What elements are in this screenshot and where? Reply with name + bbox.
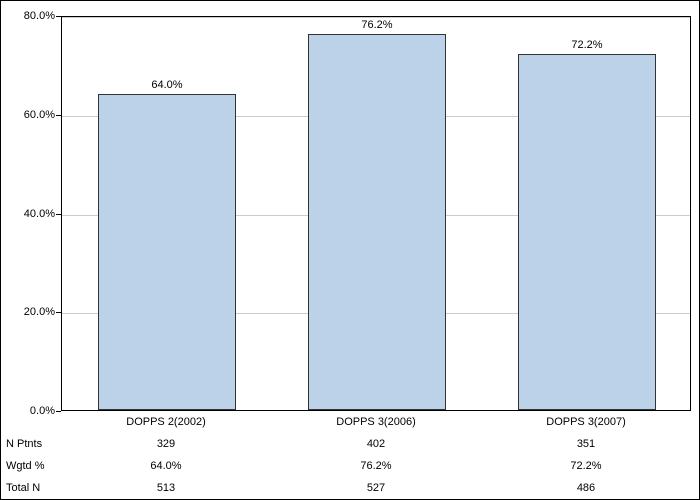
y-tick-label: 60.0% <box>5 109 55 121</box>
row-label: Total N <box>6 482 56 494</box>
y-tick-label: 80.0% <box>5 10 55 22</box>
table-cell: DOPPS 3(2006) <box>271 416 481 428</box>
table-cell: 64.0% <box>61 460 271 472</box>
y-tick-label: 40.0% <box>5 208 55 220</box>
table-cell: 402 <box>271 438 481 450</box>
bar-dopps3-2007: 72.2% <box>518 54 656 411</box>
table-cell: DOPPS 3(2007) <box>481 416 691 428</box>
bar-value-label: 64.0% <box>99 79 235 91</box>
table-cell: 329 <box>61 438 271 450</box>
row-label: Wgtd % <box>6 460 56 472</box>
table-cell: 486 <box>481 482 691 494</box>
table-row-wgtdpct: Wgtd % 64.0% 76.2% 72.2% <box>61 455 691 477</box>
bar-dopps2-2002: 64.0% <box>98 94 236 410</box>
chart-container: 0.0% 20.0% 40.0% 60.0% 80.0% 64.0% 76.2%… <box>0 0 700 500</box>
table-cell: 72.2% <box>481 460 691 472</box>
table-row-totaln: Total N 513 527 486 <box>61 477 691 499</box>
table-cell: 527 <box>271 482 481 494</box>
row-label: N Ptnts <box>6 438 56 450</box>
bar-value-label: 72.2% <box>519 39 655 51</box>
bar-value-label: 76.2% <box>309 19 445 31</box>
data-table: DOPPS 2(2002) DOPPS 3(2006) DOPPS 3(2007… <box>61 411 691 499</box>
table-cell: 76.2% <box>271 460 481 472</box>
bar-dopps3-2006: 76.2% <box>308 34 446 410</box>
y-tick-label: 20.0% <box>5 306 55 318</box>
table-cell: 513 <box>61 482 271 494</box>
table-cell: DOPPS 2(2002) <box>61 416 271 428</box>
table-row-nptnts: N Ptnts 329 402 351 <box>61 433 691 455</box>
table-cell: 351 <box>481 438 691 450</box>
plot-area: 64.0% 76.2% 72.2% <box>61 16 691 411</box>
y-tick-label: 0.0% <box>5 405 55 417</box>
table-row-categories: DOPPS 2(2002) DOPPS 3(2006) DOPPS 3(2007… <box>61 411 691 433</box>
